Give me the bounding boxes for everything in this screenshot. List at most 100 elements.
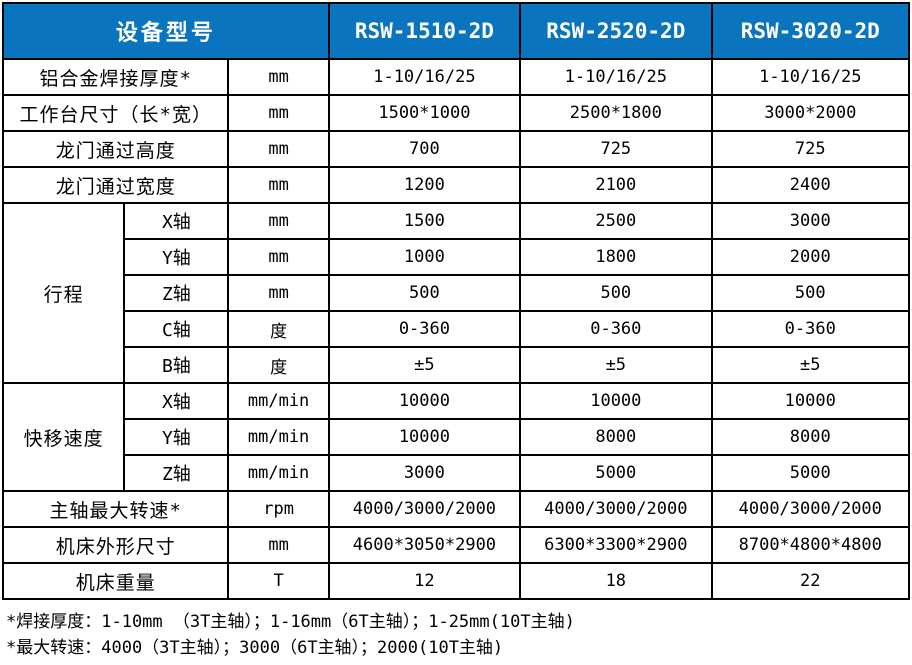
unit-cell: mm/min — [227, 418, 330, 456]
sub-label-z-axis: Z轴 — [123, 454, 230, 492]
sub-label-c-axis: C轴 — [123, 310, 230, 348]
value-cell: 4000/3000/2000 — [710, 490, 911, 528]
table-row: 主轴最大转速* rpm 4000/3000/2000 4000/3000/200… — [1, 490, 911, 528]
table-row: 铝合金焊接厚度* mm 1-10/16/25 1-10/16/25 1-10/1… — [1, 58, 911, 96]
group-label-travel: 行程 — [1, 202, 126, 384]
unit-cell: mm — [227, 130, 330, 168]
table-row: Z轴 mm 500 500 500 — [3, 274, 911, 312]
value-cell: 10000 — [327, 418, 522, 456]
value-cell: 1500 — [327, 202, 522, 240]
row-label-weld-thickness: 铝合金焊接厚度* — [1, 58, 230, 96]
value-cell: 1200 — [327, 166, 522, 204]
unit-cell: mm — [227, 274, 330, 312]
value-cell: 725 — [710, 130, 911, 168]
value-cell: 1500*1000 — [327, 94, 522, 132]
value-cell: 12 — [327, 562, 522, 600]
row-label-gantry-height: 龙门通过高度 — [1, 130, 230, 168]
value-cell: 8000 — [519, 418, 713, 456]
value-cell: 2100 — [519, 166, 713, 204]
value-cell: 2400 — [710, 166, 911, 204]
value-cell: 2500*1800 — [519, 94, 713, 132]
value-cell: 8700*4800*4800 — [710, 526, 911, 564]
value-cell: 700 — [327, 130, 522, 168]
value-cell: 1-10/16/25 — [710, 58, 911, 96]
row-label-worktable-size: 工作台尺寸（长*宽） — [1, 94, 230, 132]
footnote-max-speed: *最大转速：4000（3T主轴）；3000（6T主轴）；2000(10T主轴) — [6, 638, 504, 658]
table-header-row: 设备型号 RSW-1510-2D RSW-2520-2D RSW-3020-2D — [2, 2, 911, 60]
footnotes: *焊接厚度：1-10mm （3T主轴）；1-16mm（6T主轴）；1-25mm(… — [2, 600, 910, 661]
table-row: 机床外形尺寸 mm 4600*3050*2900 6300*3300*2900 … — [1, 526, 911, 564]
value-cell: 10000 — [327, 382, 522, 420]
value-cell: 3000 — [710, 202, 911, 240]
value-cell: 500 — [710, 274, 911, 312]
unit-cell: mm — [227, 202, 330, 240]
value-cell: 500 — [519, 274, 713, 312]
table-row: C轴 度 0-360 0-360 0-360 — [3, 310, 911, 348]
unit-cell: mm — [227, 526, 330, 564]
table-row: 龙门通过高度 mm 700 725 725 — [1, 130, 911, 168]
group-label-rapid-speed: 快移速度 — [1, 382, 126, 492]
table-row: 行程 X轴 mm 1500 2500 3000 — [1, 202, 911, 384]
value-cell: 1-10/16/25 — [327, 58, 522, 96]
value-cell: 4000/3000/2000 — [519, 490, 713, 528]
table-row: 机床重量 T 12 18 22 — [1, 562, 911, 600]
value-cell: 2500 — [519, 202, 713, 240]
value-cell: 3000*2000 — [710, 94, 911, 132]
value-cell: ±5 — [519, 346, 713, 384]
row-label-spindle-max-speed: 主轴最大转速* — [1, 490, 230, 528]
sub-label-y-axis: Y轴 — [123, 238, 230, 276]
header-model-rsw-3020: RSW-3020-2D — [710, 2, 911, 60]
value-cell: 0-360 — [519, 310, 713, 348]
footnote-weld-thickness: *焊接厚度：1-10mm （3T主轴）；1-16mm（6T主轴）；1-25mm(… — [6, 612, 575, 632]
unit-cell: mm/min — [227, 454, 330, 492]
header-model-rsw-2520: RSW-2520-2D — [519, 2, 713, 60]
table-row: 工作台尺寸（长*宽） mm 1500*1000 2500*1800 3000*2… — [1, 94, 911, 132]
value-cell: 4600*3050*2900 — [327, 526, 522, 564]
table-row: 龙门通过宽度 mm 1200 2100 2400 — [1, 166, 911, 204]
unit-cell: T — [227, 562, 330, 600]
value-cell: 18 — [519, 562, 713, 600]
sub-label-x-axis: X轴 — [123, 202, 230, 240]
equipment-spec-table: 设备型号 RSW-1510-2D RSW-2520-2D RSW-3020-2D… — [1, 2, 911, 600]
value-cell: 0-360 — [710, 310, 911, 348]
unit-cell: mm — [227, 58, 330, 96]
sub-label-x-axis: X轴 — [123, 382, 230, 420]
row-label-machine-dimensions: 机床外形尺寸 — [1, 526, 230, 564]
unit-cell: mm/min — [227, 382, 330, 420]
unit-cell: mm — [227, 94, 330, 132]
table-row: 快移速度 X轴 mm/min 10000 10000 10000 — [1, 382, 911, 492]
value-cell: 3000 — [327, 454, 522, 492]
value-cell: 8000 — [710, 418, 911, 456]
table-row: Y轴 mm 1000 1800 2000 — [3, 238, 911, 276]
row-label-gantry-width: 龙门通过宽度 — [1, 166, 230, 204]
value-cell: 5000 — [710, 454, 911, 492]
value-cell: 1800 — [519, 238, 713, 276]
table-row: Y轴 mm/min 10000 8000 8000 — [3, 418, 911, 456]
header-device-model-label: 设备型号 — [2, 2, 330, 60]
header-model-rsw-1510: RSW-1510-2D — [327, 2, 522, 60]
value-cell: 1000 — [327, 238, 522, 276]
sub-label-b-axis: B轴 — [123, 346, 230, 384]
value-cell: ±5 — [327, 346, 522, 384]
value-cell: 4000/3000/2000 — [327, 490, 522, 528]
row-label-machine-weight: 机床重量 — [1, 562, 230, 600]
unit-cell: mm — [227, 238, 330, 276]
value-cell: 500 — [327, 274, 522, 312]
unit-cell: rpm — [227, 490, 330, 528]
unit-cell: 度 — [227, 346, 330, 384]
unit-cell: mm — [227, 166, 330, 204]
value-cell: 10000 — [710, 382, 911, 420]
value-cell: ±5 — [710, 346, 911, 384]
sub-label-y-axis: Y轴 — [123, 418, 230, 456]
value-cell: 6300*3300*2900 — [519, 526, 713, 564]
value-cell: 22 — [710, 562, 911, 600]
value-cell: 5000 — [519, 454, 713, 492]
value-cell: 725 — [519, 130, 713, 168]
table-row: B轴 度 ±5 ±5 ±5 — [3, 346, 911, 384]
value-cell: 10000 — [519, 382, 713, 420]
table-row: Z轴 mm/min 3000 5000 5000 — [3, 454, 911, 492]
value-cell: 0-360 — [327, 310, 522, 348]
unit-cell: 度 — [227, 310, 330, 348]
value-cell: 1-10/16/25 — [519, 58, 713, 96]
